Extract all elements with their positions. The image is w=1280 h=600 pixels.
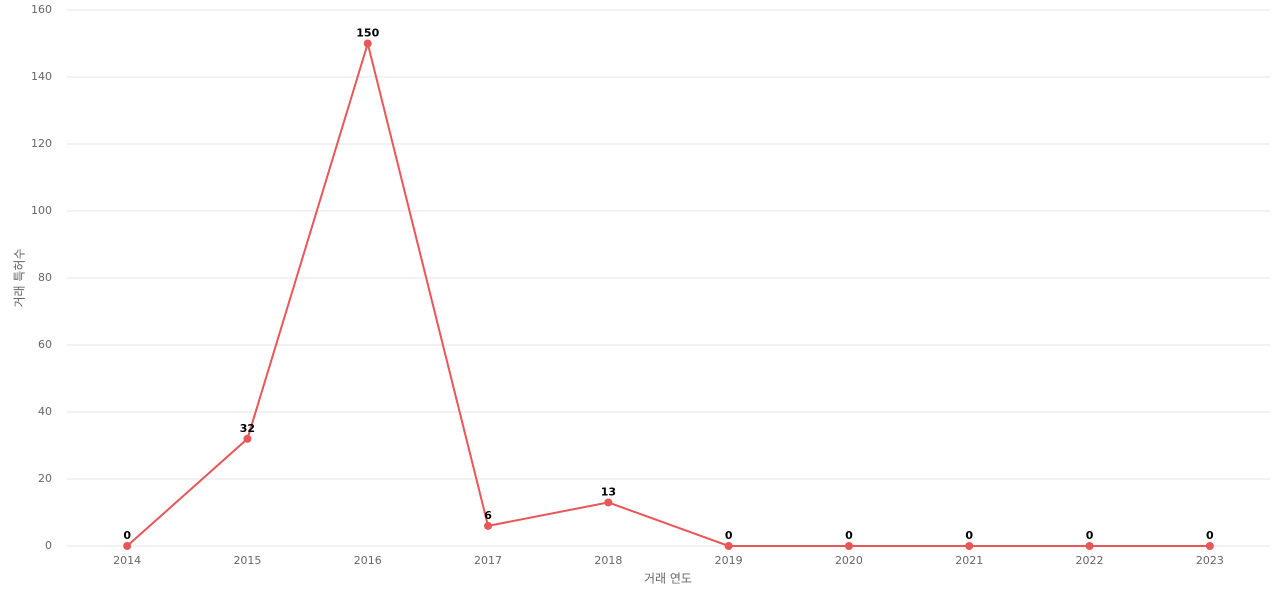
line	[126, 39, 1210, 547]
x-tick-label: 2020	[835, 554, 863, 567]
value-label: 6	[484, 509, 492, 522]
value-label: 32	[240, 422, 255, 435]
x-tick-label: 2015	[233, 554, 261, 567]
x-axis-label: 거래 연도	[644, 572, 692, 586]
point	[243, 434, 252, 443]
x-tick-label: 2017	[474, 554, 502, 567]
x-tick-label: 2022	[1076, 554, 1104, 567]
value-label: 0	[1206, 529, 1214, 542]
value-label: 0	[845, 529, 853, 542]
y-tick-label: 120	[31, 137, 52, 150]
y-tick-label: 140	[31, 70, 52, 83]
y-tick-label: 160	[31, 3, 52, 16]
x-tick-label: 2021	[955, 554, 983, 567]
x-tick-label: 2016	[354, 554, 382, 567]
point	[484, 521, 493, 530]
value-label: 0	[1086, 529, 1094, 542]
point	[604, 498, 613, 507]
point	[123, 542, 132, 550]
y-tick-label: 100	[31, 204, 52, 217]
point	[965, 542, 974, 550]
y-tick-label: 20	[38, 472, 52, 485]
y-axis-label: 거래 특허수	[13, 248, 27, 307]
x-tick-label: 2019	[715, 554, 743, 567]
value-label: 13	[601, 485, 616, 498]
value-label: 0	[123, 529, 131, 542]
value-label: 150	[356, 27, 379, 40]
point	[1205, 542, 1214, 550]
point	[844, 542, 853, 550]
value-label: 0	[965, 529, 973, 542]
y-tick-label: 60	[38, 338, 52, 351]
x-tick-label: 2023	[1196, 554, 1224, 567]
y-tick-label: 40	[38, 405, 52, 418]
value-label: 0	[725, 529, 733, 542]
point	[1085, 542, 1094, 550]
x-tick-label: 2018	[594, 554, 622, 567]
y-tick-label: 80	[38, 271, 52, 284]
x-tick-label: 2014	[113, 554, 141, 567]
point	[363, 39, 372, 48]
point	[724, 542, 733, 550]
y-tick-label: 0	[45, 539, 52, 552]
